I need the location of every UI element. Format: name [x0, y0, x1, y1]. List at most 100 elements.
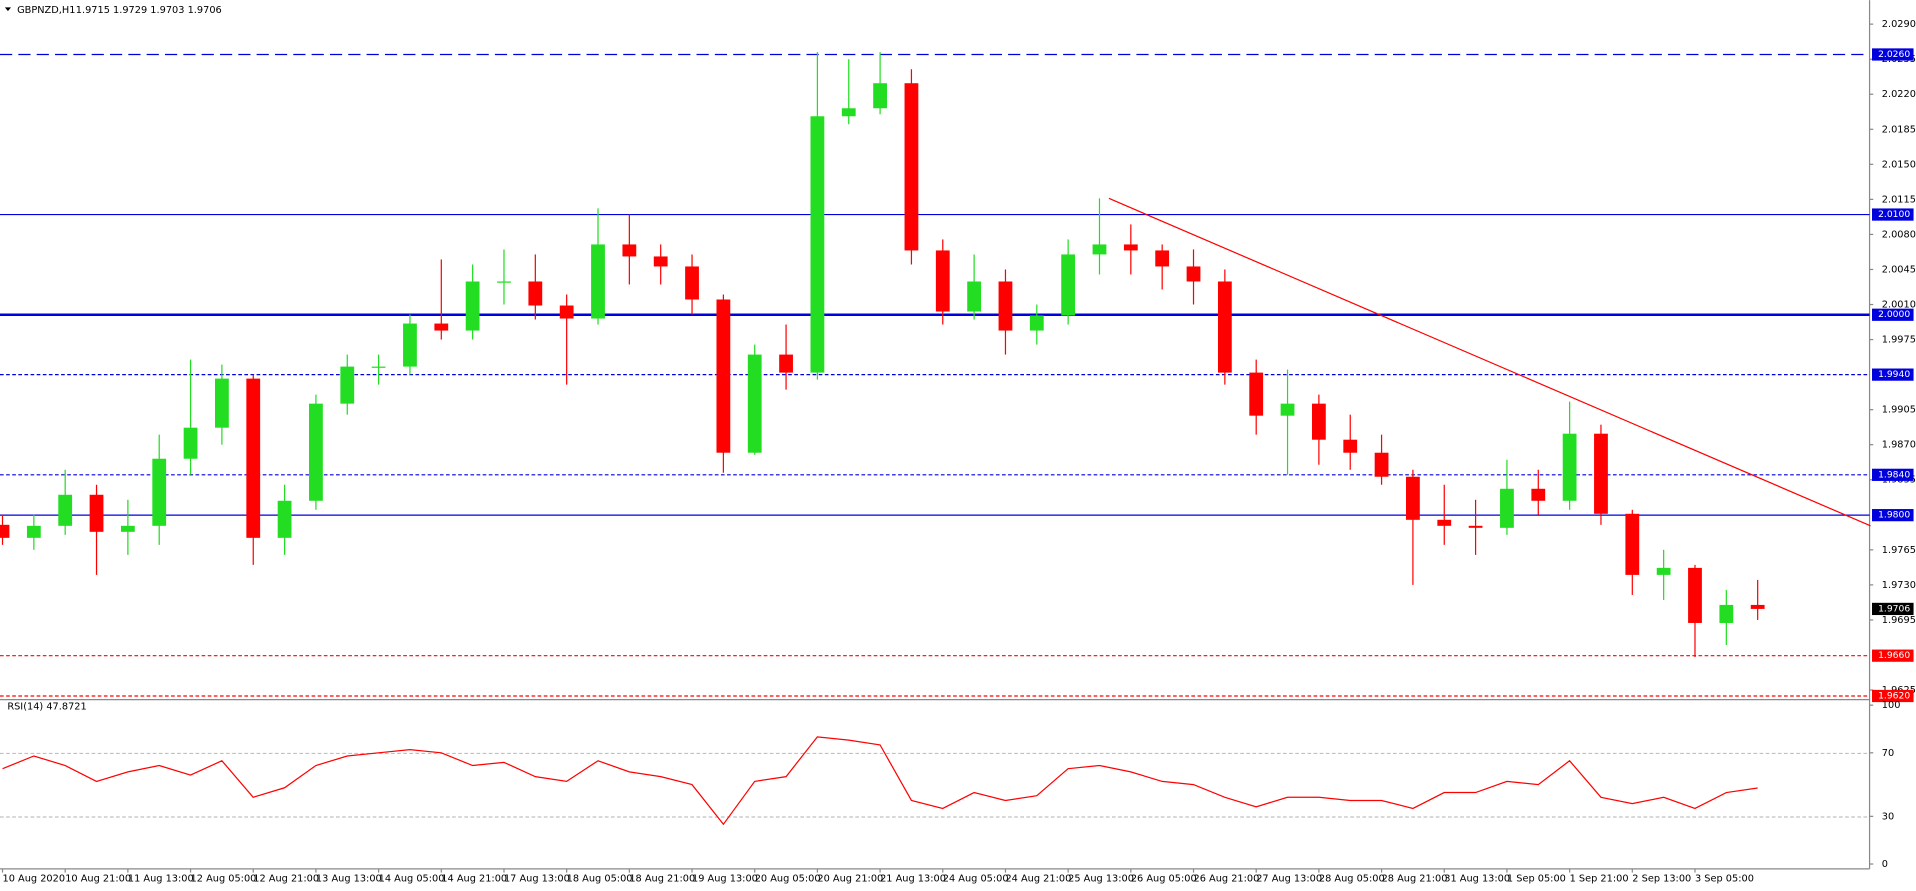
- rsi-y-tick-label: 30: [1882, 811, 1894, 822]
- ohlc-text: 1.9715 1.9729 1.9703 1.9706: [76, 5, 222, 16]
- candle-body: [591, 244, 605, 319]
- collapse-arrow[interactable]: [4, 7, 11, 12]
- candle-body: [1594, 433, 1608, 514]
- x-tick-label: 28 Aug 05:00: [1319, 874, 1385, 885]
- y-tick-label: 1.9905: [1882, 405, 1916, 416]
- candle-body: [497, 281, 511, 283]
- x-tick-label: 18 Aug 05:00: [567, 874, 633, 885]
- candle-body: [434, 323, 449, 331]
- candle-body: [0, 524, 10, 538]
- level-label-box: [1872, 368, 1914, 381]
- x-tick-label: 31 Aug 13:00: [1444, 874, 1510, 885]
- candle-body: [403, 323, 417, 367]
- y-tick-label: 1.9870: [1882, 440, 1916, 451]
- candle-body: [1061, 254, 1076, 316]
- y-tick-label: 2.0115: [1882, 194, 1916, 205]
- y-tick-label: 1.9765: [1882, 545, 1916, 556]
- candle-body: [246, 378, 261, 538]
- y-tick-label: 1.9695: [1882, 615, 1916, 626]
- y-tick-label: 2.0290: [1882, 19, 1916, 30]
- candle-body: [1719, 604, 1734, 623]
- candle-body: [873, 83, 887, 109]
- candle-body: [1029, 315, 1044, 331]
- level-label-box: [1872, 48, 1914, 61]
- candle-body: [810, 116, 825, 373]
- level-label: 2.0000: [1878, 309, 1910, 320]
- level-label-box: [1872, 308, 1914, 321]
- candle-body: [1562, 433, 1577, 501]
- candle-body: [716, 299, 731, 453]
- candle-body: [1343, 439, 1358, 453]
- candle-body: [26, 525, 41, 538]
- candle-body: [215, 378, 229, 428]
- x-tick-label: 18 Aug 21:00: [629, 874, 695, 885]
- candle-body: [183, 427, 198, 459]
- x-tick-label: 21 Aug 13:00: [880, 874, 946, 885]
- x-tick-label: 2 Sep 13:00: [1632, 874, 1691, 885]
- y-tick-label: 2.0185: [1882, 124, 1916, 135]
- level-label: 1.9840: [1878, 469, 1910, 480]
- candle-body: [465, 281, 480, 331]
- candle-body: [779, 354, 793, 373]
- chart-title: GBPNZD,H1: [17, 5, 75, 16]
- x-tick-label: 27 Aug 13:00: [1256, 874, 1322, 885]
- candle-body: [1656, 567, 1671, 575]
- candle-body: [841, 108, 856, 117]
- rsi-y-tick-label: 0: [1882, 859, 1888, 870]
- x-tick-label: 1 Sep 05:00: [1507, 874, 1566, 885]
- candle-body: [1311, 403, 1326, 440]
- last-price-box: [1872, 602, 1914, 616]
- level-label-box: [1872, 689, 1914, 703]
- level-label: 1.9940: [1878, 369, 1910, 380]
- rsi-line: [2, 736, 1758, 826]
- x-tick-label: 14 Aug 05:00: [379, 874, 445, 885]
- candle-body: [559, 305, 574, 319]
- trendline: [1108, 197, 1871, 527]
- y-tick-label: 1.9730: [1882, 580, 1916, 591]
- candle-body: [1123, 244, 1138, 251]
- candle-body: [1249, 372, 1264, 416]
- x-tick-label: 10 Aug 21:00: [65, 874, 131, 885]
- candle-body: [1468, 525, 1483, 528]
- candle-body: [1092, 244, 1107, 255]
- level-label: 2.0260: [1878, 49, 1910, 60]
- x-tick-label: 20 Aug 21:00: [817, 874, 883, 885]
- x-tick-label: 24 Aug 05:00: [943, 874, 1009, 885]
- x-tick-label: 11 Aug 13:00: [128, 874, 194, 885]
- x-tick-label: 17 Aug 13:00: [504, 874, 570, 885]
- candle-body: [1155, 250, 1170, 267]
- last-price-label: 1.9706: [1878, 603, 1910, 614]
- x-tick-label: 28 Aug 21:00: [1382, 874, 1448, 885]
- candle-body: [622, 244, 637, 257]
- candle-body: [998, 281, 1013, 331]
- candle-body: [1437, 519, 1452, 526]
- candle-body: [1280, 403, 1295, 416]
- x-tick-label: 13 Aug 13:00: [316, 874, 382, 885]
- x-tick-label: 20 Aug 05:00: [755, 874, 821, 885]
- x-tick-label: 12 Aug 21:00: [253, 874, 319, 885]
- candle-body: [653, 256, 668, 267]
- y-tick-label: 1.9975: [1882, 335, 1916, 346]
- candle-body: [1500, 488, 1514, 528]
- x-tick-label: 1 Sep 21:00: [1570, 874, 1629, 885]
- candle-body: [1531, 488, 1546, 501]
- level-label-box: [1872, 208, 1914, 221]
- candle-body: [89, 494, 104, 532]
- y-tick-label: 2.0010: [1882, 300, 1916, 311]
- y-tick-label: 2.0150: [1882, 159, 1916, 170]
- level-label-box: [1872, 468, 1914, 481]
- candle-body: [967, 281, 982, 312]
- x-tick-label: 10 Aug 2020: [3, 874, 66, 885]
- y-tick-label: 2.0045: [1882, 264, 1916, 275]
- candle-body: [685, 266, 699, 300]
- candle-body: [1625, 513, 1640, 575]
- candle-body: [528, 281, 543, 306]
- rsi-y-tick-label: 100: [1882, 700, 1901, 711]
- x-tick-label: 26 Aug 21:00: [1194, 874, 1260, 885]
- candle-body: [340, 366, 355, 404]
- level-label: 1.9620: [1878, 690, 1910, 701]
- candle-body: [904, 83, 919, 251]
- level-label: 2.0100: [1878, 209, 1910, 220]
